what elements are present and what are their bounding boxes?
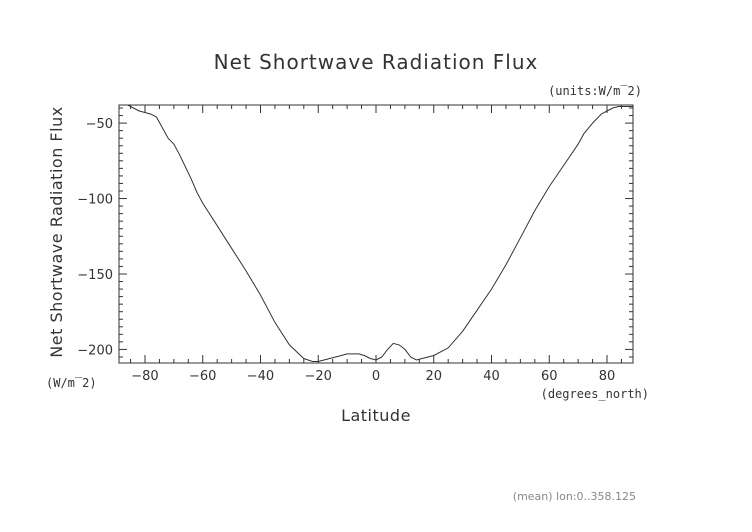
y-tick-label: −150 bbox=[77, 268, 113, 283]
x-tick-label: 80 bbox=[599, 369, 616, 384]
x-tick-label: −80 bbox=[131, 369, 158, 384]
y-units-bottom: (W/m‾2) bbox=[46, 376, 97, 390]
x-units: (degrees_north) bbox=[541, 387, 649, 401]
series-line bbox=[119, 104, 633, 362]
x-tick-label: 20 bbox=[425, 369, 442, 384]
x-tick-label: −40 bbox=[247, 369, 274, 384]
chart-title: Net Shortwave Radiation Flux bbox=[214, 50, 539, 74]
x-tick-label: 60 bbox=[541, 369, 558, 384]
x-tick-label: 0 bbox=[372, 369, 380, 384]
plot-frame bbox=[118, 104, 634, 364]
y-tick-label: −50 bbox=[86, 117, 113, 132]
x-tick-label: −60 bbox=[189, 369, 216, 384]
y-units-top: (units:W/m‾2) bbox=[548, 84, 642, 98]
y-axis-label: Net Shortwave Radiation Flux bbox=[47, 106, 66, 357]
y-tick-label: −100 bbox=[77, 193, 113, 208]
y-tick-label: −200 bbox=[77, 343, 113, 358]
x-axis-label: Latitude bbox=[341, 406, 411, 425]
x-tick-label: 40 bbox=[483, 369, 500, 384]
footnote: (mean) lon:0..358.125 bbox=[513, 490, 636, 503]
x-tick-label: −20 bbox=[305, 369, 332, 384]
